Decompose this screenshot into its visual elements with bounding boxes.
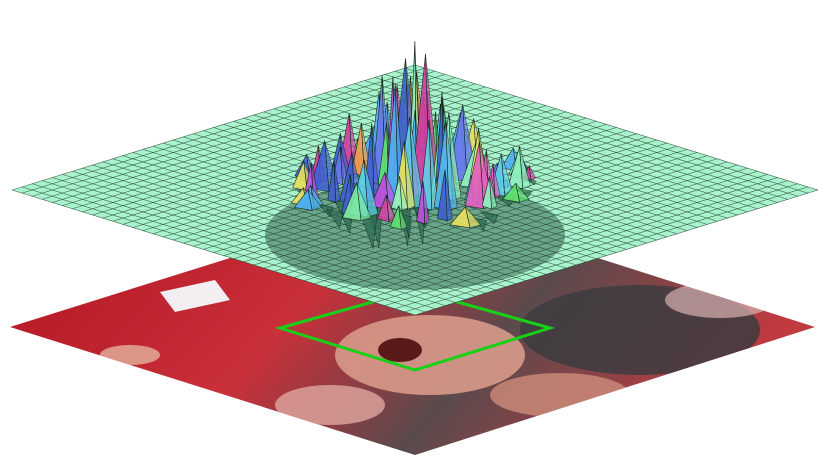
grid-line: [404, 186, 809, 313]
trough: [480, 211, 499, 225]
image-arm: [490, 373, 630, 417]
peak-side: [356, 182, 372, 222]
grid-line: [364, 80, 768, 206]
grid-line: [304, 155, 708, 281]
peak-side: [307, 189, 323, 211]
peak-side: [398, 205, 408, 231]
grid-line: [394, 70, 798, 197]
image-white-patch: [160, 280, 230, 312]
grid-line: [394, 183, 798, 310]
grid-line: [384, 180, 788, 306]
peak-side: [444, 169, 453, 222]
grid-line: [354, 170, 758, 297]
grid-line: [414, 189, 819, 316]
peak-side: [489, 176, 498, 210]
grid-line: [283, 149, 688, 275]
grid-line: [364, 174, 768, 300]
image-face-lower: [275, 385, 385, 425]
region-marker: [274, 288, 556, 372]
grid-line: [324, 161, 728, 288]
grid-line: [273, 145, 678, 272]
peak-side: [403, 140, 416, 210]
trough: [326, 208, 344, 229]
peak-side: [422, 181, 430, 225]
peak-side: [386, 195, 396, 223]
peak-side: [399, 176, 409, 212]
image-mouth: [378, 338, 422, 362]
grid-line: [314, 158, 718, 285]
peak-side: [519, 146, 531, 190]
peak-side: [363, 160, 379, 218]
peak-side: [515, 183, 530, 203]
peak-side: [333, 160, 341, 204]
image-badge: [100, 345, 160, 365]
grid-line: [404, 67, 809, 194]
surface-peaks: [290, 41, 537, 249]
grid-line: [334, 164, 738, 291]
grid-line: [414, 64, 819, 191]
grid-line: [374, 177, 778, 303]
peak-side: [492, 163, 501, 200]
grid-line: [384, 74, 788, 200]
peak-side: [528, 165, 537, 182]
image-light-region: [665, 282, 775, 318]
peak-side: [445, 120, 458, 211]
image-face-region: [335, 315, 525, 395]
peak-side: [465, 206, 482, 229]
grid-line: [344, 167, 748, 294]
peak-side: [428, 120, 439, 211]
